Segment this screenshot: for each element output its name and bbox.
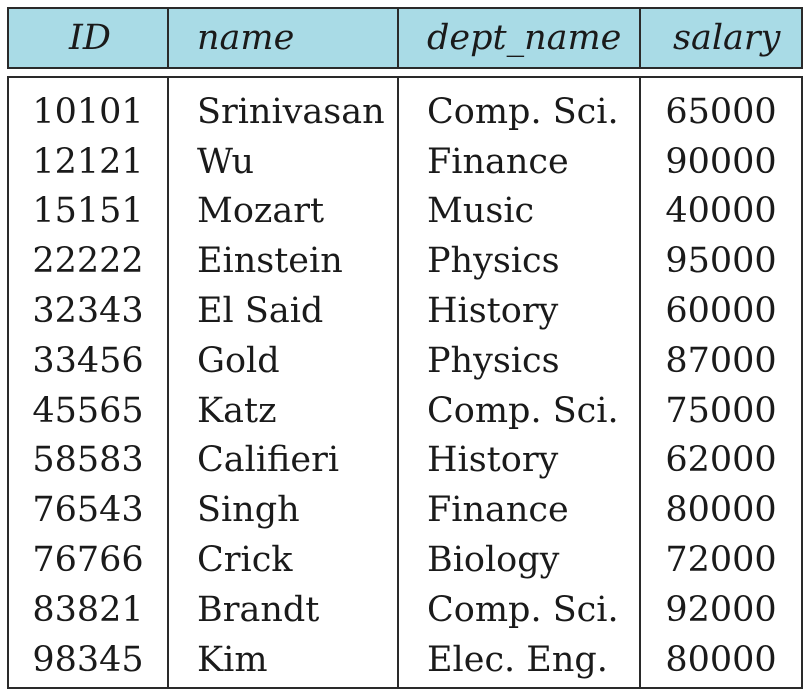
table-row: 98345 Kim Elec. Eng. 80000	[0, 635, 812, 685]
cell-dept-name: Comp. Sci.	[427, 589, 619, 630]
cell-id: 83821	[32, 589, 144, 630]
table-row: 76766 Crick Biology 72000	[0, 535, 812, 585]
cell-salary: 92000	[665, 589, 777, 630]
table-row: 12121 Wu Finance 90000	[0, 137, 812, 187]
cell-name: Srinivasan	[197, 91, 385, 132]
cell-id: 45565	[32, 390, 144, 431]
table-row: 83821 Brandt Comp. Sci. 92000	[0, 585, 812, 635]
table-row: 76543 Singh Finance 80000	[0, 485, 812, 535]
cell-salary: 62000	[665, 440, 777, 481]
cell-name: Crick	[197, 540, 293, 581]
cell-id: 58583	[32, 440, 144, 481]
cell-name: Einstein	[197, 241, 343, 282]
cell-id: 32343	[32, 291, 144, 332]
cell-dept-name: Finance	[427, 490, 569, 531]
cell-salary: 80000	[665, 639, 777, 680]
cell-id: 22222	[32, 241, 144, 282]
cell-dept-name: Physics	[427, 340, 560, 381]
cell-id: 33456	[32, 340, 144, 381]
cell-dept-name: Comp. Sci.	[427, 390, 619, 431]
header-column-divider	[167, 7, 169, 69]
cell-name: Wu	[197, 141, 255, 182]
cell-name: Katz	[197, 390, 277, 431]
column-header-name: name	[197, 18, 295, 58]
cell-name: Califieri	[197, 440, 340, 481]
cell-name: Brandt	[197, 589, 320, 630]
cell-salary: 40000	[665, 191, 777, 232]
cell-name: El Said	[197, 291, 324, 332]
cell-name: Mozart	[197, 191, 325, 232]
cell-salary: 72000	[665, 540, 777, 581]
cell-id: 12121	[32, 141, 144, 182]
cell-id: 98345	[32, 639, 144, 680]
table-row: 22222 Einstein Physics 95000	[0, 236, 812, 286]
body-column-divider	[639, 76, 641, 689]
body-column-divider	[397, 76, 399, 689]
cell-name: Singh	[197, 490, 300, 531]
column-header-dept-name: dept_name	[427, 18, 622, 58]
cell-dept-name: Music	[427, 191, 535, 232]
table-row: 45565 Katz Comp. Sci. 75000	[0, 386, 812, 436]
table-row: 32343 El Said History 60000	[0, 286, 812, 336]
cell-id: 76766	[32, 540, 144, 581]
table-row: 15151 Mozart Music 40000	[0, 187, 812, 237]
cell-salary: 80000	[665, 490, 777, 531]
cell-dept-name: Finance	[427, 141, 569, 182]
header-column-divider	[397, 7, 399, 69]
table-row: 10101 Srinivasan Comp. Sci. 65000	[0, 87, 812, 137]
cell-dept-name: Biology	[427, 540, 560, 581]
cell-salary: 65000	[665, 91, 777, 132]
cell-name: Kim	[197, 639, 268, 680]
table-body-band	[7, 76, 803, 689]
cell-id: 10101	[32, 91, 144, 132]
cell-dept-name: Physics	[427, 241, 560, 282]
cell-salary: 87000	[665, 340, 777, 381]
cell-dept-name: Elec. Eng.	[427, 639, 608, 680]
cell-id: 15151	[32, 191, 144, 232]
table-row: 58583 Califieri History 62000	[0, 436, 812, 486]
cell-dept-name: History	[427, 291, 559, 332]
cell-dept-name: Comp. Sci.	[427, 91, 619, 132]
cell-salary: 75000	[665, 390, 777, 431]
cell-dept-name: History	[427, 440, 559, 481]
cell-name: Gold	[197, 340, 280, 381]
table-header-band	[7, 7, 803, 69]
cell-id: 76543	[32, 490, 144, 531]
body-column-divider	[167, 76, 169, 689]
header-column-divider	[639, 7, 641, 69]
table-row: 33456 Gold Physics 87000	[0, 336, 812, 386]
column-header-id: ID	[69, 18, 111, 58]
column-header-salary: salary	[673, 18, 781, 58]
cell-salary: 90000	[665, 141, 777, 182]
cell-salary: 60000	[665, 291, 777, 332]
cell-salary: 95000	[665, 241, 777, 282]
